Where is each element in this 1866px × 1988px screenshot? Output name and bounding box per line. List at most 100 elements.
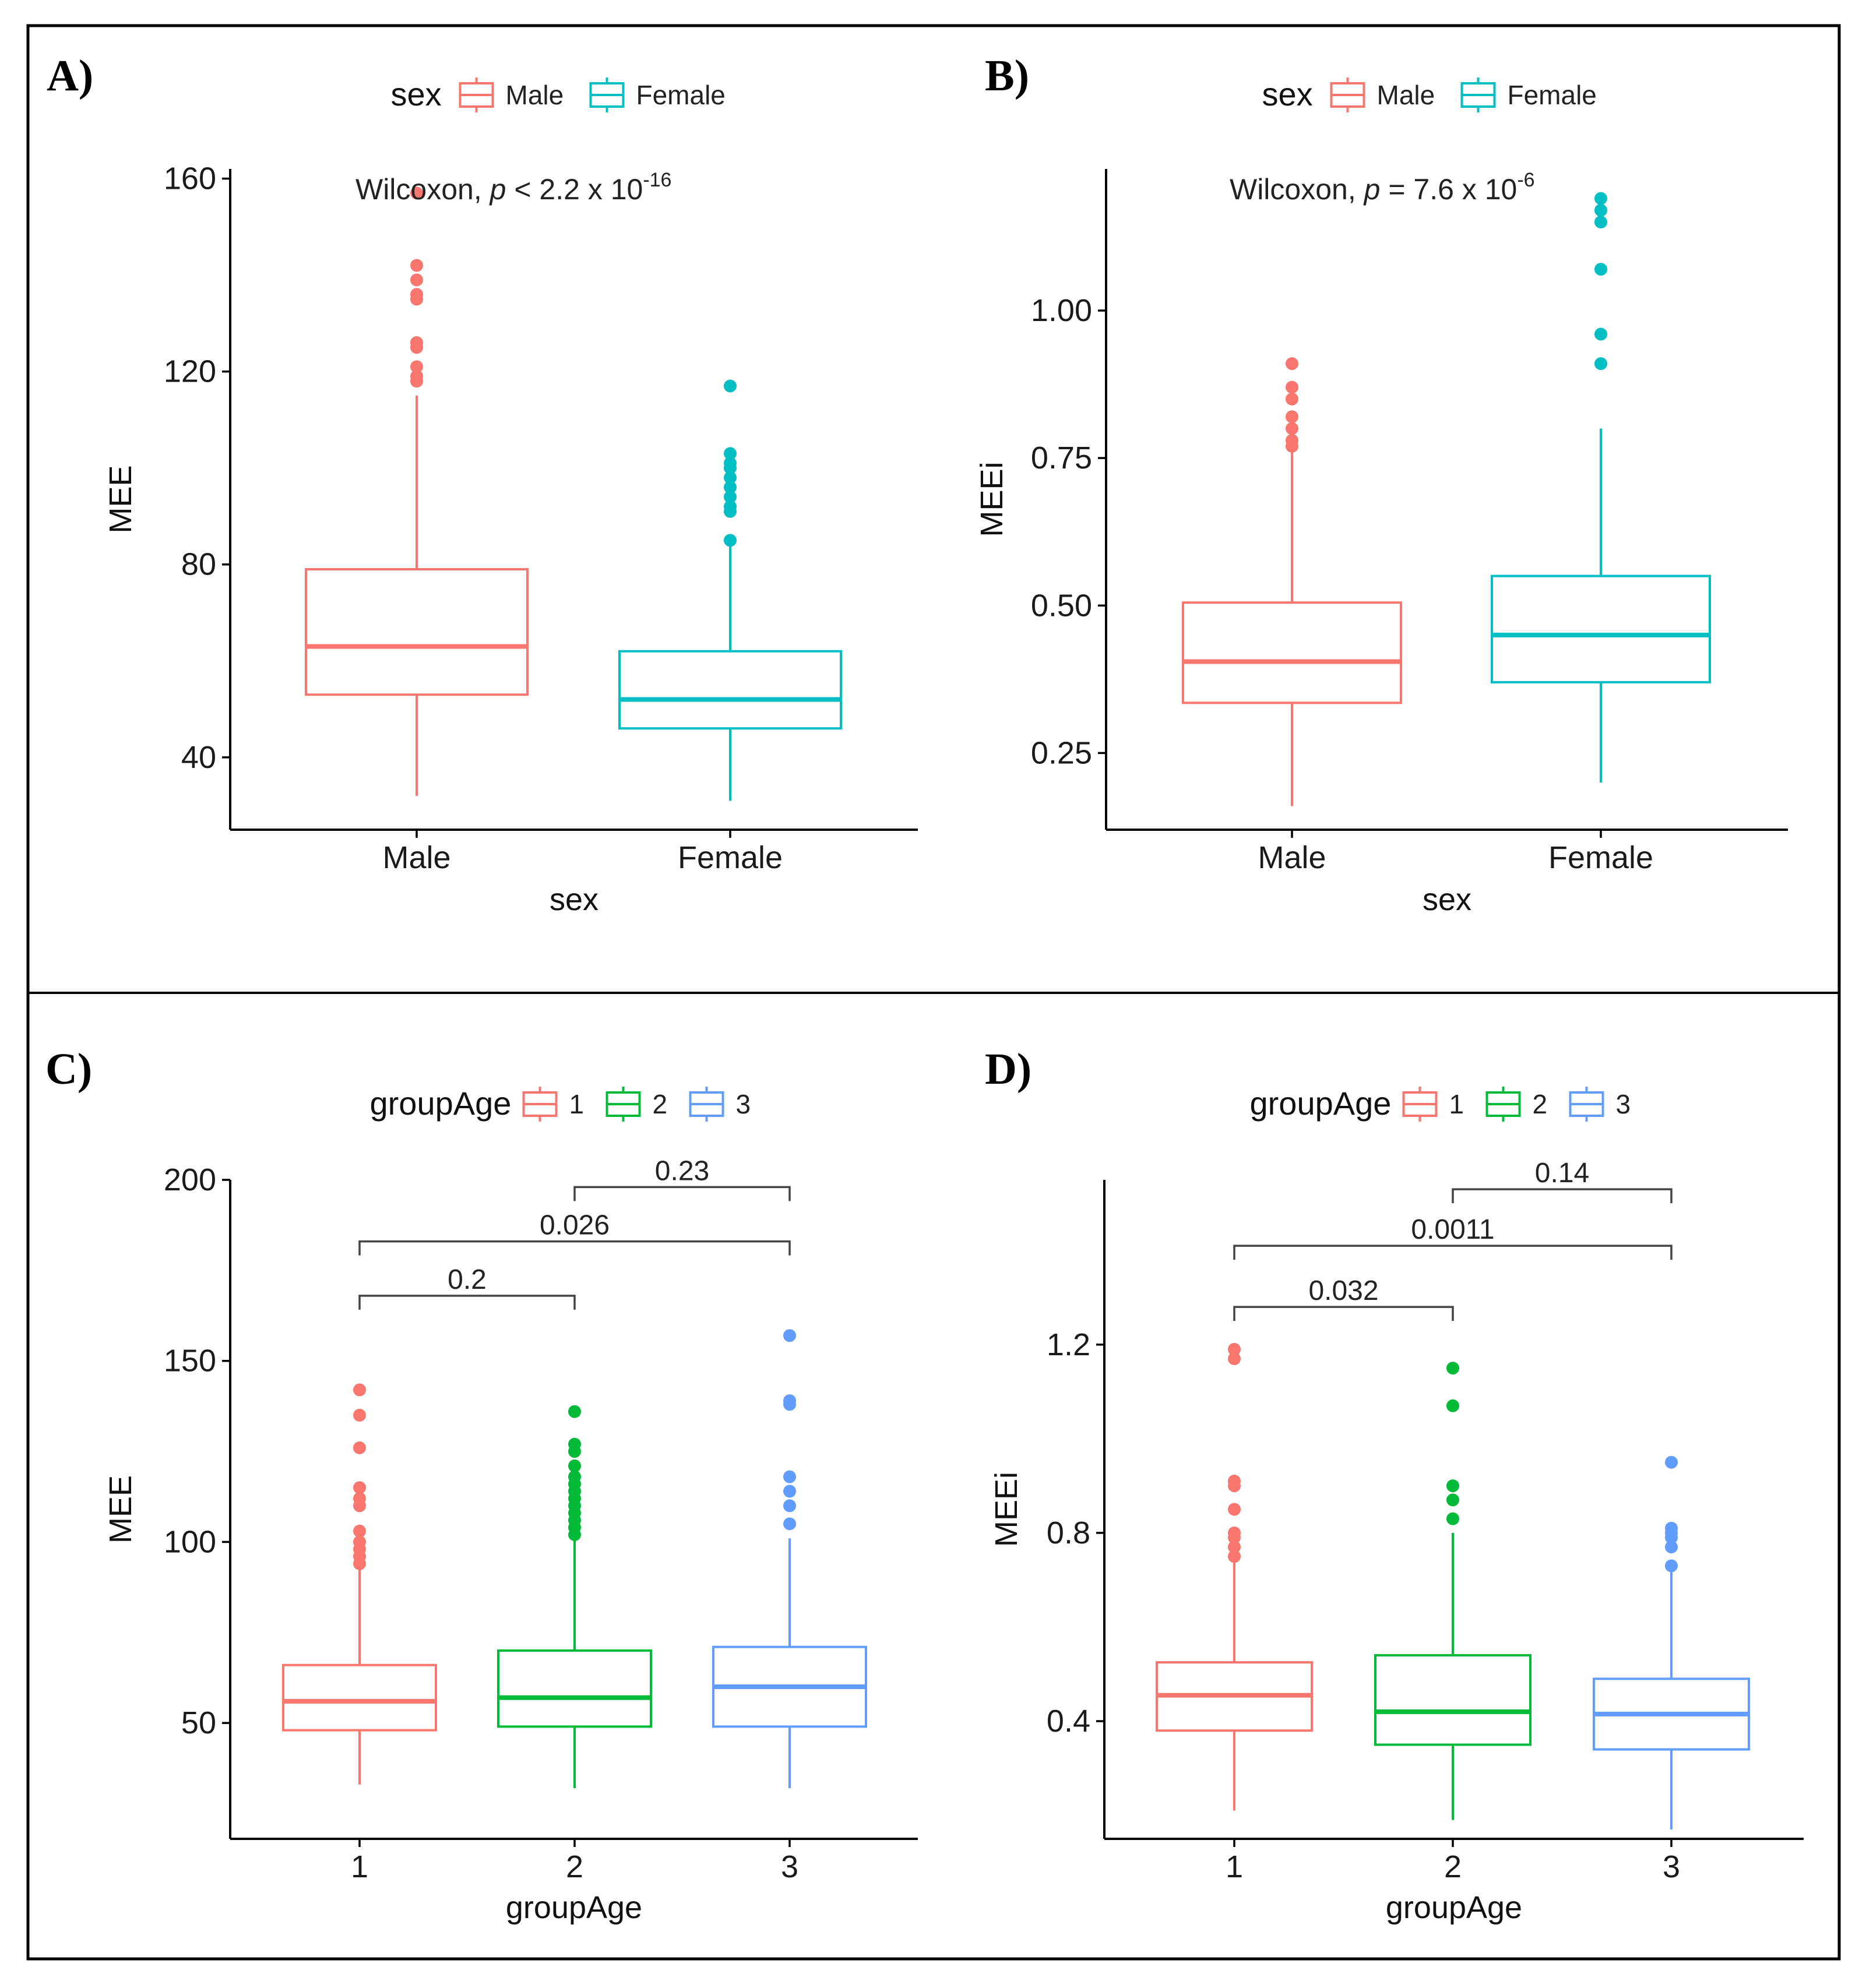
legend-label-Male: Male <box>506 80 564 110</box>
panel-label: C) <box>45 1045 92 1094</box>
iqr-box <box>618 650 842 730</box>
bracket-line <box>1452 1188 1673 1204</box>
legend-label-2: 2 <box>653 1089 668 1119</box>
outlier-point <box>1228 1342 1241 1356</box>
significance-bracket: 0.14 <box>1452 1158 1673 1204</box>
outlier-point <box>410 288 423 301</box>
y-tick-label: 80 <box>181 547 216 582</box>
outlier-point <box>1446 1479 1459 1493</box>
box-Female <box>618 379 842 801</box>
legend-label-Female: Female <box>636 80 726 110</box>
legend-key-Male <box>459 77 494 112</box>
outlier-point <box>783 1517 796 1531</box>
outlier-point <box>353 1492 366 1505</box>
outlier-point <box>1228 1475 1241 1488</box>
outlier-point <box>724 490 737 503</box>
box-2 <box>497 1405 652 1788</box>
y-tick-label: 0.4 <box>1047 1704 1090 1739</box>
outlier-point <box>1665 1541 1678 1554</box>
legend-label-2: 2 <box>1533 1089 1548 1119</box>
wilcoxon-annotation: Wilcoxon, p < 2.2 x 10-16 <box>355 169 671 206</box>
legend-key-Female <box>589 77 625 112</box>
x-tick-label: 1 <box>351 1849 368 1884</box>
y-axis-title: MEEi <box>974 461 1009 537</box>
outlier-point <box>410 186 423 200</box>
y-tick-label: 150 <box>164 1344 216 1379</box>
x-tick-label: 2 <box>1444 1849 1462 1884</box>
legend-title: groupAge <box>1250 1085 1392 1122</box>
iqr-box <box>497 1649 652 1728</box>
outlier-point <box>724 447 737 460</box>
legend-key-Male <box>1330 77 1365 112</box>
outlier-point <box>410 360 423 373</box>
legend-title: sex <box>391 76 442 112</box>
outlier-point <box>353 1535 366 1549</box>
outlier-point <box>353 1441 366 1454</box>
legend-label-Male: Male <box>1377 80 1435 110</box>
significance-bracket: 0.0011 <box>1233 1214 1673 1260</box>
outlier-point <box>783 1329 796 1342</box>
panel-1: A) sex Male Female 40 80 120 160 Male Female sex ME… <box>47 51 918 917</box>
outlier-point <box>783 1499 796 1513</box>
y-axis-title: MEE <box>103 465 138 533</box>
box-3 <box>712 1329 867 1788</box>
outlier-point <box>1228 1352 1241 1365</box>
wilcoxon-annotation: Wilcoxon, p = 7.6 x 10-6 <box>1230 169 1535 206</box>
iqr-box <box>282 1663 437 1732</box>
outlier-point <box>1286 392 1298 406</box>
box-1 <box>282 1383 437 1785</box>
outlier-point <box>783 1470 796 1483</box>
outlier-point <box>1228 1541 1241 1554</box>
outlier-point <box>568 1470 581 1483</box>
legend: groupAge 1 2 3 <box>370 1085 751 1122</box>
outlier-point <box>1228 1526 1241 1539</box>
outlier-point <box>1594 203 1607 217</box>
y-axis-title: MEEi <box>989 1472 1024 1547</box>
box-Male <box>305 186 529 796</box>
outlier-point <box>568 1405 581 1418</box>
legend-key-Female <box>1460 77 1496 112</box>
x-axis-title: sex <box>1423 882 1471 917</box>
iqr-box <box>1491 574 1711 683</box>
iqr-box <box>305 568 529 696</box>
x-axis-title: groupAge <box>1386 1890 1522 1925</box>
y-tick-label: 0.50 <box>1031 588 1092 623</box>
legend: groupAge 1 2 3 <box>1250 1085 1631 1122</box>
box-1 <box>1156 1342 1313 1811</box>
x-tick-label: 3 <box>781 1849 798 1884</box>
iqr-box <box>1374 1654 1531 1746</box>
y-tick-label: 160 <box>164 161 216 196</box>
panel-4: D) groupAge 1 2 3 0.4 0.8 1.2 1 2 3 groupAge MEEi 0.0… <box>985 1045 1804 1925</box>
outlier-point <box>410 273 423 287</box>
panel-2: B) sex Male Female 0.25 0.50 0.75 1.00 Male Femal… <box>974 51 1788 917</box>
outlier-point <box>353 1383 366 1397</box>
outlier-point <box>724 379 737 393</box>
bracket-p-value: 0.14 <box>1535 1158 1589 1189</box>
legend-key-2 <box>605 1087 641 1122</box>
x-axis-title: groupAge <box>506 1890 642 1925</box>
y-tick-label: 200 <box>164 1162 216 1197</box>
y-tick-label: 40 <box>181 740 216 775</box>
y-tick-label: 0.25 <box>1031 735 1092 770</box>
outlier-point <box>724 481 737 494</box>
y-tick-label: 120 <box>164 354 216 389</box>
outlier-point <box>1286 380 1298 394</box>
outlier-point <box>1594 327 1607 341</box>
outlier-point <box>410 336 423 349</box>
legend-key-1 <box>522 1087 558 1122</box>
bracket-line <box>358 1295 576 1310</box>
bracket-p-value: 0.2 <box>448 1264 487 1295</box>
panel-label: A) <box>47 51 93 100</box>
outlier-point <box>1665 1559 1678 1573</box>
x-tick-label: Female <box>678 840 783 875</box>
significance-bracket: 0.2 <box>358 1264 576 1310</box>
outlier-point <box>724 456 737 470</box>
outlier-point <box>1665 1455 1678 1469</box>
box-3 <box>1593 1455 1750 1830</box>
outlier-point <box>1665 1521 1678 1535</box>
legend-key-2 <box>1485 1087 1521 1122</box>
outlier-point <box>783 1394 796 1408</box>
outlier-point <box>724 534 737 547</box>
